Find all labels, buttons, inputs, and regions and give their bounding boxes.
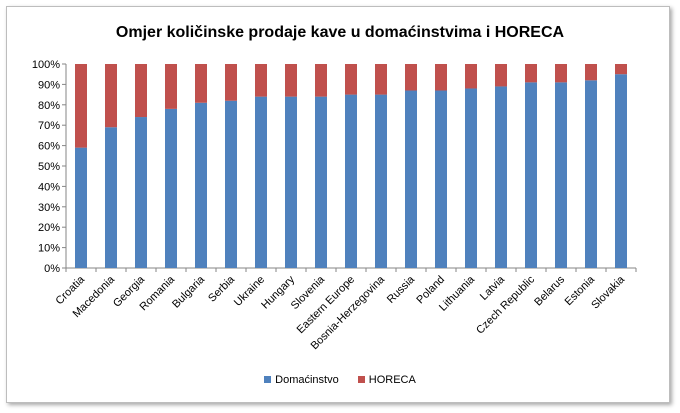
bar-domacinstvo [615, 74, 627, 268]
bar-horeca [315, 64, 327, 97]
bar-horeca [285, 64, 297, 97]
bar-horeca [405, 64, 417, 91]
y-tick-label: 40% [38, 181, 60, 193]
legend-label-domacinstvo: Domaćinstvo [275, 374, 339, 386]
legend-label-horeca: HORECA [368, 374, 416, 386]
legend-item-domacinstvo: Domaćinstvo [264, 374, 339, 386]
y-tick-label: 100% [32, 59, 60, 71]
axes [62, 63, 637, 272]
y-tick-label: 30% [38, 202, 60, 214]
y-tick-label: 20% [38, 222, 60, 234]
bar-domacinstvo [165, 108, 177, 268]
bar-domacinstvo [135, 117, 147, 268]
legend-item-horeca: HORECA [357, 374, 416, 386]
y-axis-labels: 0% 10% 20% 30% 40% 50% 60% 70% 80% 90% 100% [32, 59, 60, 275]
bar-horeca [495, 64, 507, 87]
bar-domacinstvo [255, 96, 267, 268]
bar-horeca [435, 64, 447, 91]
bar-domacinstvo [555, 82, 567, 268]
bar-horeca [585, 64, 597, 81]
bar-horeca [165, 64, 177, 109]
x-tick-label: Russia [385, 273, 418, 306]
y-tick-label: 70% [38, 120, 60, 132]
bar-horeca [75, 64, 87, 148]
bar-horeca [615, 64, 627, 75]
bar-domacinstvo [405, 90, 417, 269]
bar-domacinstvo [195, 102, 207, 268]
bar-domacinstvo [315, 96, 327, 268]
bar-domacinstvo [285, 96, 297, 268]
x-tick-label: Belarus [532, 273, 567, 308]
legend: Domaćinstvo HORECA [0, 374, 680, 386]
bar-horeca [465, 64, 477, 89]
bar-domacinstvo [435, 90, 447, 269]
bar-domacinstvo [465, 88, 477, 268]
x-tick-label: Slovakia [589, 273, 628, 312]
bar-horeca [255, 64, 267, 97]
bar-horeca [375, 64, 387, 95]
bar-domacinstvo [375, 94, 387, 268]
bars [75, 64, 627, 269]
x-tick-label: Bulgaria [170, 273, 208, 311]
bar-horeca [195, 64, 207, 103]
bar-domacinstvo [495, 86, 507, 268]
legend-swatch-horeca [357, 376, 365, 383]
bar-horeca [555, 64, 567, 83]
bar-horeca [225, 64, 237, 101]
y-tick-label: 60% [38, 141, 60, 153]
bar-domacinstvo [105, 127, 117, 269]
y-tick-label: 50% [38, 161, 60, 173]
bar-horeca [135, 64, 147, 118]
y-tick-label: 0% [44, 263, 60, 275]
bar-horeca [345, 64, 357, 95]
bar-horeca [525, 64, 537, 83]
bar-domacinstvo [585, 80, 597, 268]
y-tick-label: 90% [38, 79, 60, 91]
bar-domacinstvo [345, 94, 357, 268]
bar-domacinstvo [525, 82, 537, 268]
bar-domacinstvo [75, 147, 87, 268]
legend-swatch-domacinstvo [264, 376, 272, 383]
bar-horeca [105, 64, 117, 128]
bar-domacinstvo [225, 100, 237, 268]
y-tick-label: 10% [38, 243, 60, 255]
y-tick-label: 80% [38, 100, 60, 112]
chart-title: Omjer količinske prodaje kave u domaćins… [115, 24, 565, 41]
